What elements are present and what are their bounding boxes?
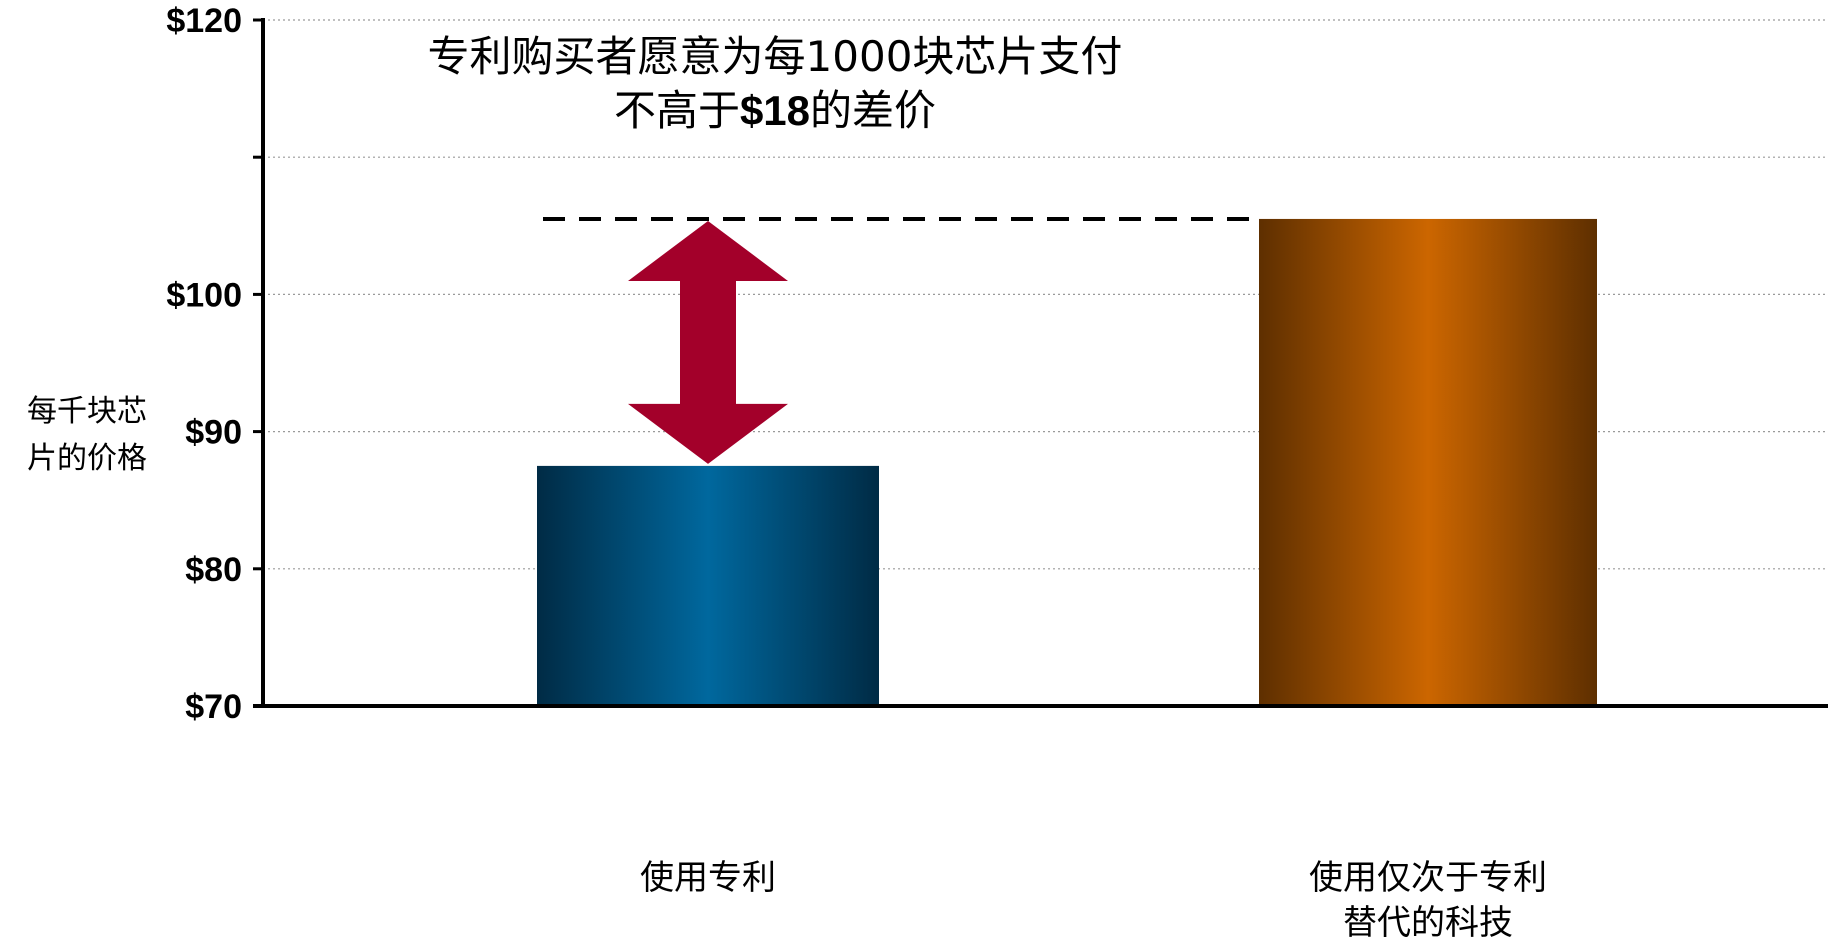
annotation-line-1: 专利购买者愿意为每1000块芯片支付 <box>428 32 1123 81</box>
bar-1 <box>537 465 879 706</box>
bars <box>537 218 1597 706</box>
gridlines <box>263 19 1828 570</box>
y-tick-label: $120 <box>166 2 242 40</box>
axes <box>253 18 1828 708</box>
y-tick-label: $100 <box>166 276 242 314</box>
annotation-line-2-post: 的差价 <box>810 86 936 135</box>
category-label: 使用仅次于专利 <box>1309 858 1547 898</box>
annotation-line-2-pre: 不高于 <box>614 86 740 135</box>
annotation-line-2: 不高于$18的差价 <box>614 86 936 135</box>
bar-2 <box>1259 218 1597 706</box>
y-tick-label: $80 <box>185 551 242 589</box>
difference-arrow <box>628 220 788 464</box>
y-tick-label: $90 <box>185 414 242 452</box>
y-tick-labels: $70 $80 $90 $100 $120 <box>166 2 263 726</box>
category-label: 使用专利 <box>640 858 776 898</box>
y-axis-label-line: 片的价格 <box>27 441 147 476</box>
annotation: 专利购买者愿意为每1000块芯片支付 不高于$18的差价 <box>428 32 1262 464</box>
y-tick-label: $70 <box>185 688 242 726</box>
y-axis-label-line: 每千块芯 <box>27 394 147 429</box>
category-label: 替代的科技 <box>1343 903 1513 941</box>
annotation-line-2-amount: $18 <box>740 87 810 134</box>
